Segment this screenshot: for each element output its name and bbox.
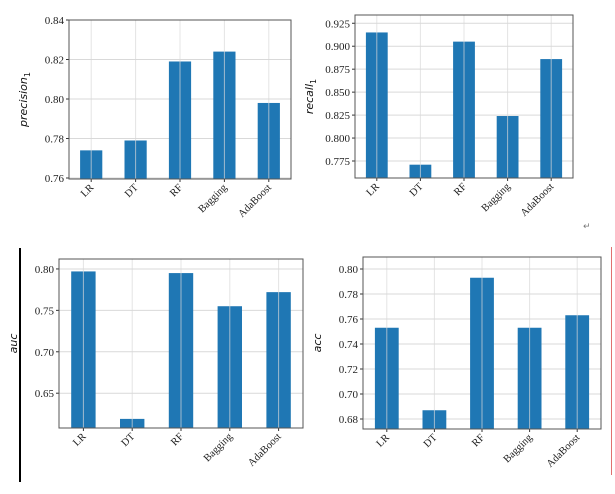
y-tick-label: 0.70 [339,389,359,401]
auc-chart: 0.65 0.70 0.75 0.80 LR DT RF Bagging AdaBoost auc [0,249,313,493]
x-tick-label: AdaBoost [519,181,557,219]
y-tick-label: 0.850 [325,87,350,99]
y-tick-label: 0.76 [45,173,65,185]
x-tick-label: DT [120,431,138,449]
chart-svg: 0.68 0.70 0.72 0.74 0.76 0.78 0.80 LR DT RF Baggin… [311,256,602,470]
y-tick-label: 0.80 [35,264,55,276]
y-tick-label: 0.80 [339,264,359,276]
y-tick-label: 0.76 [339,314,359,326]
precision-chart: 0.76 0.78 0.80 0.82 0.84 LR DT RF Bagging AdaBoos… [9,10,301,244]
acc-chart: 0.68 0.70 0.72 0.74 0.76 0.78 0.80 LR DT RF Baggin… [303,247,611,494]
paragraph-mark: ↵ [583,222,591,232]
y-axis-label: auc [7,334,20,354]
x-tick-label: LR [79,182,96,199]
x-tick-label: Bagging [502,432,535,465]
plot-frame [58,258,304,429]
chart-svg: 0.76 0.78 0.80 0.82 0.84 LR DT RF Bagging AdaBoos… [17,15,292,220]
x-tick-label: RF [452,181,469,198]
y-tick-label: 0.78 [339,289,359,301]
y-tick-label: 0.80 [45,94,65,106]
y-axis-label: recall1 [303,79,318,114]
y-tick-label: 0.84 [45,15,65,27]
x-tick-label: Bagging [202,431,235,464]
x-tick-label: Bagging [480,181,513,214]
left-margin-rule [19,248,21,482]
y-tick-label: 0.775 [325,156,350,168]
x-tick-label: LR [71,431,88,448]
x-tick-label: LR [365,181,382,198]
plot-frame [68,19,292,180]
x-tick-label: AdaBoost [545,432,583,470]
x-tick-label: AdaBoost [236,182,274,220]
y-tick-label: 0.82 [45,55,64,67]
y-tick-label: 0.74 [339,339,359,351]
y-tick-label: 0.875 [325,64,350,76]
y-axis-label-text: recall [303,84,316,114]
y-tick-label: 0.900 [325,41,350,53]
y-tick-label: 0.78 [45,134,65,146]
plot-frame [354,14,574,179]
y-tick-label: 0.68 [339,414,359,426]
y-tick-label: 0.65 [35,388,55,400]
y-tick-label: 0.72 [339,364,358,376]
x-tick-label: AdaBoost [246,431,284,469]
y-axis-label-text: acc [311,334,324,353]
x-tick-label: LR [375,432,392,449]
y-axis-label: precision1 [17,72,32,128]
x-tick-label: RF [169,431,186,448]
y-axis-label-subscript: 1 [23,72,32,77]
y-tick-label: 0.75 [35,305,55,317]
x-tick-label: DT [422,432,440,450]
x-tick-label: DT [408,181,426,199]
chart-svg: 0.775 0.800 0.825 0.850 0.875 0.900 0.925 LR DT R… [303,14,574,219]
x-tick-label: RF [168,182,185,199]
x-tick-label: RF [470,432,487,449]
y-axis-label-text: precision [17,77,30,128]
y-tick-label: 0.70 [35,347,55,359]
chart-svg: 0.65 0.70 0.75 0.80 LR DT RF Bagging AdaBoost auc [7,258,304,469]
recall-chart: 0.775 0.800 0.825 0.850 0.875 0.900 0.925 LR DT R… [295,5,583,243]
y-axis-label-subscript: 1 [309,79,318,84]
y-axis-label: acc [311,334,324,353]
y-tick-label: 0.925 [325,18,350,30]
y-tick-label: 0.825 [325,110,350,122]
plot-frame [362,256,602,430]
y-axis-label-text: auc [7,334,20,354]
y-tick-label: 0.800 [325,133,350,145]
x-tick-label: Bagging [197,182,230,215]
x-tick-label: DT [123,182,141,200]
right-margin-rule [611,247,612,475]
